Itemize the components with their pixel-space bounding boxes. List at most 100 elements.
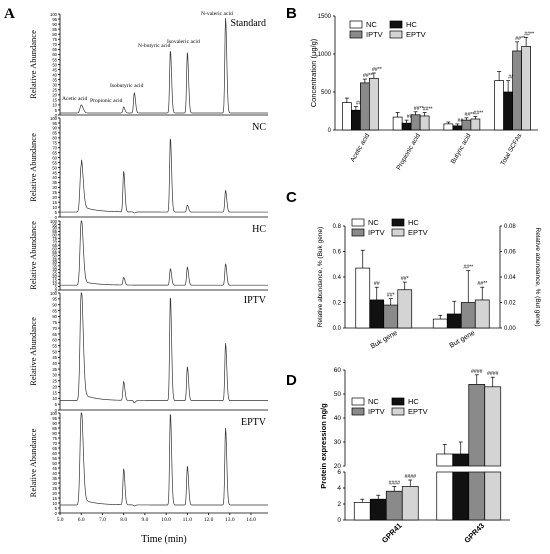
- panel-a-ytick-label-2-16: 20: [52, 274, 57, 279]
- panel-b-sig-hc-2: ##: [457, 118, 463, 124]
- panel-a-ytick-label-4-6: 70: [52, 441, 57, 446]
- panel-a-ytick-label-1-11: 45: [52, 170, 57, 175]
- panel-a-ytick-label-3-4: 80: [52, 314, 57, 319]
- panel-a-ytick-label-1-10: 50: [52, 165, 57, 170]
- panel-a-ytick-label-3-18: 10: [52, 396, 57, 401]
- panel-c-bar-eptv-1: [474, 299, 490, 329]
- panel-b-category-0: Acetic acid: [349, 132, 371, 163]
- panel-c-legend-label-iptv: IPTV: [368, 228, 385, 237]
- panel-letter-c: C: [286, 189, 297, 206]
- panel-a-ytick-label-2-17: 15: [52, 277, 57, 282]
- panel-a-ytick-label-0-11: 45: [52, 67, 57, 72]
- panel-b-bar-hc-3: [503, 91, 513, 131]
- panel-b-category-1: Propionic acid: [395, 132, 422, 171]
- panel-b-legend-swatch-hc: [389, 20, 403, 29]
- panel-a-ytick-label-2-14: 30: [52, 267, 57, 272]
- panel-a-ytick-label-2-20: 0: [55, 288, 58, 293]
- panel-d-legend-label-eptv: EPTV: [408, 407, 428, 416]
- panel-a-ytick-label-4-5: 75: [52, 436, 57, 441]
- chromatogram-trace-standard: [60, 18, 268, 114]
- peak-label-2: Isobutyric acid: [110, 83, 144, 89]
- panel-a-ytick-label-4-10: 50: [52, 461, 57, 466]
- panel-c-bar-iptv-1: [460, 302, 476, 329]
- panel-c-gene-bars: C 0.0 0.2 0.4 0.6 0.8 0.00 0.02 0.04 0.06 0.08 Rela…: [286, 189, 541, 351]
- panel-a-ytick-label-4-13: 35: [52, 476, 57, 481]
- panel-d-legend-swatch-eptv: [391, 407, 405, 416]
- panel-d-ytick-lower-label-0: 0: [337, 517, 341, 524]
- peak-label-1: Propionic acid: [90, 98, 123, 104]
- sample-label-standard: Standard: [230, 18, 266, 29]
- panel-c-sig-iptv-0: ##*: [387, 293, 395, 299]
- panel-d-bar-hc-1: [452, 453, 470, 467]
- panel-a-ytick-label-4-19: 5: [55, 506, 58, 511]
- panel-a-xtick-label-5: 10.0: [161, 517, 171, 523]
- panel-a-ytick-label-4-14: 30: [52, 481, 57, 486]
- panel-d-legend-swatch-iptv: [351, 407, 365, 416]
- peak-label-0: Acetic acid: [62, 96, 88, 102]
- panel-b-legend-swatch-nc: [349, 20, 363, 29]
- panel-a-ytick-label-1-8: 60: [52, 155, 57, 160]
- panel-d-category-0: GPR41: [380, 521, 404, 545]
- panel-d-ylabel: Protein expression ng/g: [319, 403, 328, 489]
- panel-b-legend-label-eptv: EPTV: [406, 30, 426, 39]
- panel-a-ytick-label-4-18: 10: [52, 501, 57, 506]
- panel-b-sig-eptv-3: ##**: [524, 31, 534, 37]
- panel-a-ytick-label-3-7: 65: [52, 332, 57, 337]
- panel-a-ytick-label-3-15: 25: [52, 379, 57, 384]
- panel-a-ytick-label-2-15: 25: [52, 271, 57, 276]
- panel-a-ytick-label-3-0: 100: [50, 291, 58, 296]
- panel-c-ytick-left-label-4: 0.8: [333, 224, 342, 230]
- panel-b-bar-eptv-2: [470, 118, 481, 131]
- panel-a-ytick-label-1-7: 65: [52, 150, 57, 155]
- panel-d-bar-eptv-1: [484, 386, 502, 467]
- panel-a-ytick-label-3-14: 30: [52, 373, 57, 378]
- chromatogram-trace-nc: [60, 138, 268, 214]
- panel-b-sig-eptv-2: ##**: [473, 110, 483, 116]
- panel-c-ytick-right-label-4: 0.08: [504, 224, 516, 230]
- panel-letter-b: B: [286, 5, 297, 22]
- panel-a-ytick-label-2-0: 100: [50, 219, 58, 224]
- panel-c-legend-swatch-eptv: [391, 228, 405, 237]
- panel-d-legend-label-nc: NC: [368, 397, 379, 406]
- panel-a-ytick-label-4-11: 45: [52, 466, 57, 471]
- panel-a-ytick-label-0-15: 25: [52, 88, 57, 93]
- panel-a-ytick-label-1-3: 85: [52, 131, 57, 136]
- panel-d-legend-label-hc: HC: [408, 397, 419, 406]
- panel-d-bar-iptv-1: [468, 384, 486, 467]
- panel-a-ytick-label-0-18: 10: [52, 103, 57, 108]
- chromatogram-trace-hc: [60, 220, 268, 286]
- panel-c-ytick-left-label-3: 0.6: [333, 250, 342, 256]
- panel-a-ytick-label-4-17: 15: [52, 496, 57, 501]
- panel-c-legend-swatch-nc: [351, 218, 365, 227]
- panel-a-ytick-label-0-12: 40: [52, 72, 57, 77]
- panel-a-ytick-label-2-11: 45: [52, 257, 57, 262]
- panel-b-bar-eptv-3: [521, 46, 531, 131]
- panel-a-ytick-label-4-4: 80: [52, 431, 57, 436]
- panel-c-ytick-left-label-2: 0.4: [333, 275, 342, 281]
- panel-a-ytick-label-0-1: 95: [52, 17, 57, 22]
- panel-c-sig-hc-0: ##: [374, 281, 380, 287]
- panel-c-sig-iptv-1: ##**: [463, 265, 473, 271]
- sample-label-iptv: IPTV: [244, 295, 267, 306]
- panel-a-ytick-label-1-20: 0: [55, 215, 58, 220]
- panel-a-ytick-label-4-0: 100: [50, 411, 58, 416]
- panel-a-ytick-label-1-12: 40: [52, 175, 57, 180]
- panel-b-legend-swatch-iptv: [349, 30, 363, 39]
- panel-a-ytick-label-4-20: 0: [55, 511, 58, 516]
- panel-a-ytick-label-3-5: 75: [52, 320, 57, 325]
- panel-d-bar-nc-1: [436, 453, 454, 467]
- panel-c-ytick-right-label-3: 0.06: [504, 250, 516, 256]
- panel-a-ytick-label-1-5: 75: [52, 141, 57, 146]
- panel-c-legend-label-nc: NC: [368, 218, 379, 227]
- panel-d-sig-eptv-0: ####: [404, 474, 416, 480]
- panel-d-bar-nc-0: [353, 502, 371, 521]
- panel-a-ytick-label-2-12: 40: [52, 260, 57, 265]
- panel-a-xlabel: Time (min): [141, 534, 186, 545]
- panel-d-bar-iptv-1-lower: [468, 471, 486, 521]
- panel-a-ytick-label-2-10: 50: [52, 253, 57, 258]
- panel-d-protein-bars: D 0 2 4 620 30 40 50 60 Protein expression ng/g ##…: [286, 367, 510, 545]
- panel-a-ytick-label-2-6: 70: [52, 240, 57, 245]
- panel-b-bar-nc-3: [494, 80, 504, 131]
